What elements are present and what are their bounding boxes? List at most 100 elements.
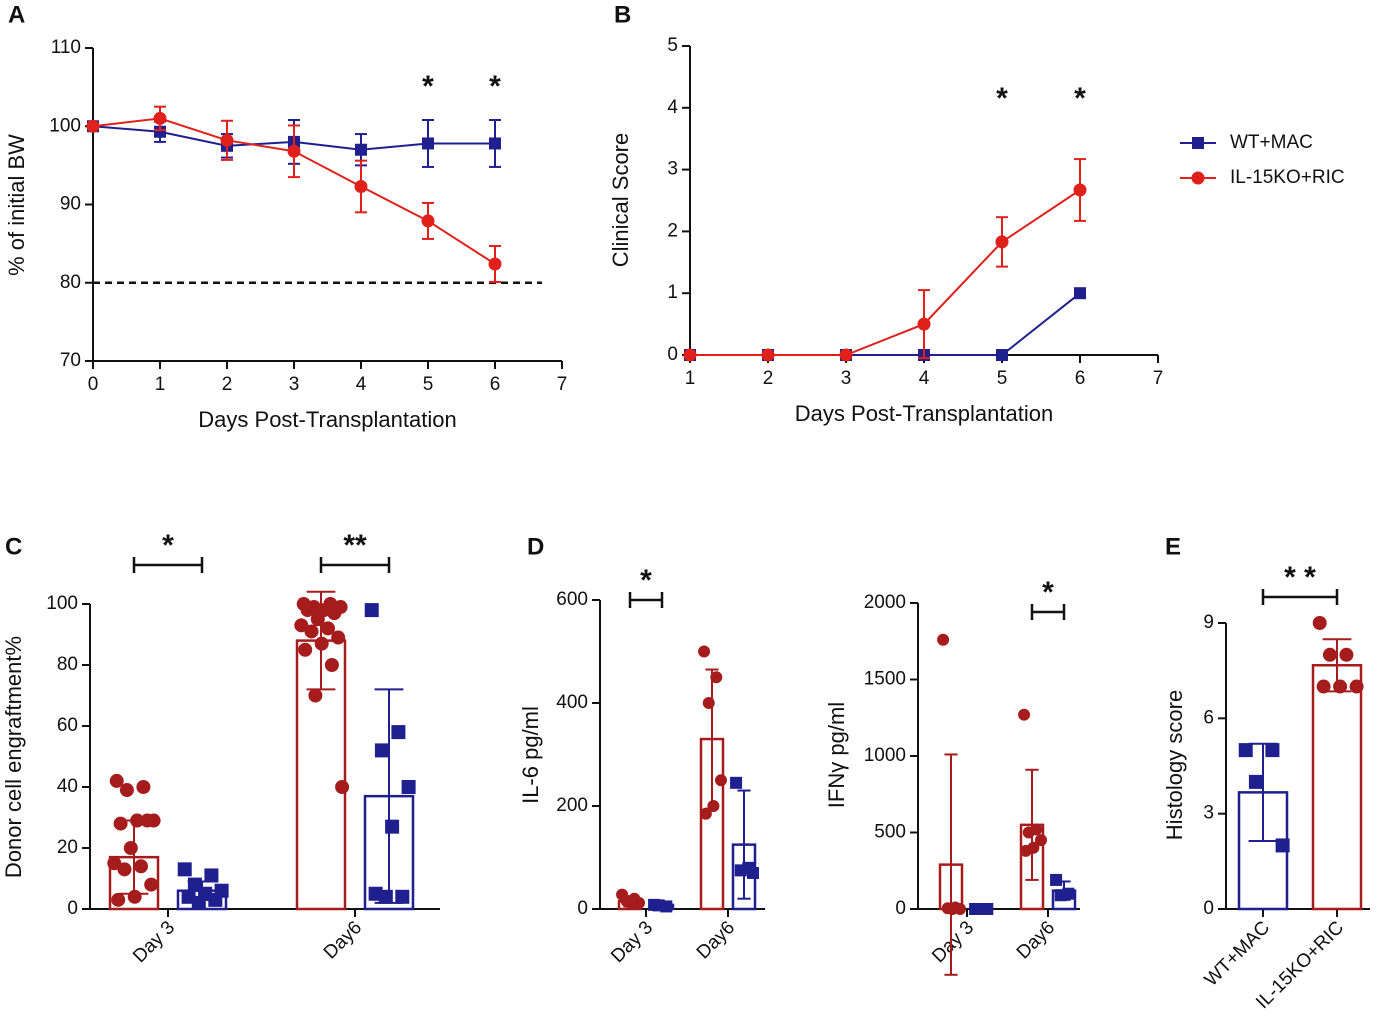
data-point [937, 633, 950, 646]
x-tick-label: 6 [490, 374, 501, 395]
point [683, 348, 697, 362]
data-point [625, 897, 638, 910]
y-tick-label: 0 [577, 898, 588, 919]
point [355, 143, 367, 156]
data-point [107, 856, 122, 871]
y-tick-label: 5 [667, 35, 678, 56]
y-tick-label: 6 [1203, 707, 1214, 728]
data-point [1054, 889, 1067, 902]
data-point [324, 658, 339, 672]
data-point [378, 889, 393, 904]
data-point [109, 773, 124, 788]
x-tick-label: WT+MAC [1201, 917, 1274, 990]
data-point [702, 697, 715, 709]
legend-marker [1192, 137, 1204, 149]
x-tick-label: 3 [289, 374, 300, 395]
data-point [1339, 647, 1354, 662]
data-point [1022, 826, 1035, 839]
significance: * [1042, 576, 1054, 609]
data-point [117, 862, 132, 877]
panel-letter: B [614, 1, 631, 28]
y-axis-label: IFNγ pg/ml [824, 702, 849, 808]
x-tick-label: 7 [557, 374, 568, 395]
data-point [698, 645, 711, 658]
data-point [113, 816, 128, 831]
y-tick-label: 1500 [864, 669, 906, 690]
data-point [946, 903, 959, 915]
data-point [335, 780, 350, 794]
legend-label: IL-15KO+RIC [1230, 167, 1345, 188]
point [917, 317, 931, 331]
y-tick-label: 600 [556, 589, 588, 610]
x-tick-label: 4 [919, 368, 930, 389]
data-point [111, 892, 126, 907]
x-tick-label: 2 [222, 374, 233, 395]
data-point [314, 636, 329, 651]
point [1074, 287, 1086, 300]
data-point [391, 725, 406, 740]
point [839, 348, 853, 362]
data-point [304, 624, 319, 639]
significance: * [996, 82, 1008, 115]
significance-bracket [319, 557, 391, 573]
point [154, 125, 166, 138]
legend-label: WT+MAC [1230, 132, 1313, 153]
significance-bracket [1261, 589, 1339, 605]
point [995, 235, 1009, 249]
data-point [707, 800, 720, 812]
panel-letter: D [527, 533, 544, 560]
significance: * [640, 564, 652, 597]
y-tick-label: 2 [667, 220, 678, 241]
data-point [300, 603, 315, 618]
data-point [1275, 838, 1290, 853]
data-point [1322, 647, 1337, 662]
data-point [127, 889, 142, 904]
data-point [385, 819, 400, 834]
x-tick-label: Day 3 [607, 917, 657, 967]
significance: * [1074, 82, 1086, 115]
x-tick-label: 1 [155, 374, 166, 395]
y-tick-label: 4 [667, 97, 678, 118]
significance: * [422, 70, 434, 103]
series-line [690, 292, 1081, 356]
data-point [1238, 743, 1253, 758]
point [354, 180, 368, 194]
data-point [1018, 708, 1031, 721]
data-point [1019, 844, 1032, 857]
y-tick-label: 9 [1203, 612, 1214, 633]
x-tick-label: Day6 [320, 917, 366, 963]
y-tick-label: 0 [67, 898, 78, 919]
data-point [123, 841, 138, 855]
point [421, 214, 435, 228]
panel-letter: A [8, 1, 25, 28]
data-point [308, 688, 323, 703]
data-point [177, 862, 192, 877]
data-point [144, 877, 159, 892]
x-tick-label: 0 [88, 374, 99, 395]
data-point [294, 618, 309, 633]
point [488, 257, 502, 271]
x-tick-label: Day 3 [129, 917, 179, 967]
data-point [327, 606, 342, 621]
point [422, 137, 434, 150]
data-point [320, 621, 335, 636]
point [287, 144, 301, 158]
significance: * * [1284, 561, 1316, 594]
data-point [395, 889, 410, 904]
x-tick-label: 6 [1075, 368, 1086, 389]
bar [1311, 664, 1363, 911]
x-tick-label: 4 [356, 374, 367, 395]
y-tick-label: 70 [60, 350, 81, 371]
x-tick-label: 2 [763, 368, 774, 389]
x-axis-label: Days Post-Transplantation [198, 407, 456, 432]
data-point [1248, 774, 1263, 789]
x-tick-label: Day 3 [928, 917, 978, 967]
data-point [973, 903, 986, 915]
data-point [746, 866, 759, 879]
y-tick-label: 100 [49, 115, 81, 136]
y-axis-label: IL-6 pg/ml [518, 706, 543, 804]
data-point [1312, 616, 1327, 630]
y-tick-label: 80 [60, 272, 81, 293]
y-tick-label: 0 [667, 344, 678, 365]
point [1073, 183, 1087, 197]
